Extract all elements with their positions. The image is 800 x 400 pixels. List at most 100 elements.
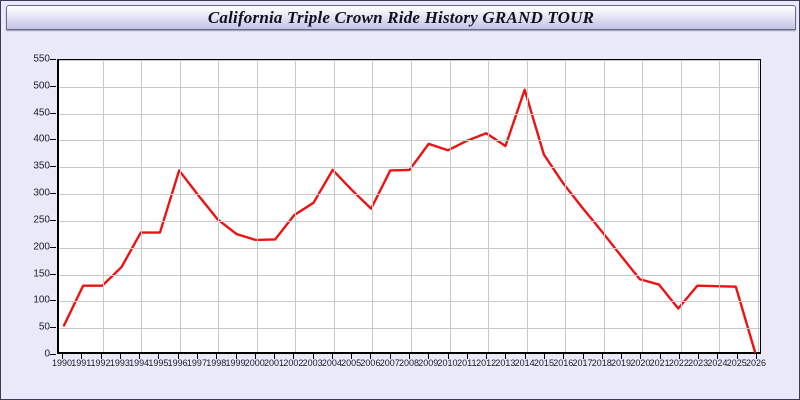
gridline-vertical [449, 60, 451, 352]
y-axis-tick-label: 500 [33, 80, 50, 92]
y-axis-tick-mark [50, 193, 56, 195]
x-axis-tick-mark [274, 354, 276, 359]
x-axis-tick-label: 2011 [457, 358, 477, 368]
x-axis-tick-label: 2015 [533, 358, 554, 368]
x-axis-tick-label: 1993 [109, 358, 130, 368]
x-axis-tick-label: 2019 [611, 358, 632, 368]
line-series [62, 88, 757, 354]
y-axis-tick-label: 0 [44, 348, 50, 360]
gridline-vertical [565, 60, 567, 352]
x-axis-tick-mark [428, 354, 430, 359]
y-axis-tick-label: 300 [33, 187, 50, 199]
x-axis-tick-mark [543, 354, 545, 359]
gridline-horizontal [59, 247, 760, 249]
x-axis-tick-mark [736, 354, 738, 359]
plot-area [57, 59, 761, 354]
y-axis-tick-label: 100 [33, 294, 50, 306]
y-axis-tick-label: 550 [33, 53, 50, 65]
x-axis-tick-label: 1995 [148, 358, 169, 368]
x-axis-tick-label: 1999 [225, 358, 246, 368]
x-axis-tick-label: 1994 [129, 358, 150, 368]
gridline-vertical [333, 60, 335, 352]
x-axis-tick-mark [119, 354, 121, 359]
x-axis-tick-mark [717, 354, 719, 359]
gridline-vertical [372, 60, 374, 352]
gridline-horizontal [59, 328, 760, 330]
y-axis-tick-mark [50, 59, 56, 60]
gridline-horizontal [59, 60, 760, 61]
gridline-vertical [680, 60, 682, 352]
x-axis-tick-mark [81, 354, 83, 359]
x-axis-tick-mark [756, 354, 757, 359]
x-axis-tick-mark [563, 354, 565, 359]
x-axis-tick-label: 1991 [71, 358, 92, 368]
x-axis-tick-label: 1990 [51, 358, 73, 368]
x-axis-tick-label: 2020 [630, 358, 651, 368]
x-axis-tick-mark [466, 354, 468, 359]
x-axis-tick-label: 2000 [244, 358, 265, 368]
x-axis-tick-mark [678, 354, 680, 359]
x-axis-tick-label: 2004 [321, 358, 342, 368]
y-axis-tick-marks [6, 59, 57, 355]
x-axis-tick-label: 2001 [264, 358, 285, 368]
chart-canvas: Riders 0 50 100 150 200 250 300 350 400 450 500 550… [6, 33, 796, 396]
gridline-horizontal [59, 220, 760, 222]
window-title-bar: California Triple Crown Ride History GRA… [6, 5, 796, 30]
gridline-vertical [102, 60, 104, 352]
x-axis-tick-mark [312, 354, 314, 359]
gridline-vertical [603, 60, 605, 352]
x-axis-tick-mark [447, 354, 449, 359]
x-axis-tick-mark [216, 354, 218, 359]
x-axis-tick-mark [524, 354, 526, 359]
x-axis-tick-mark [582, 354, 584, 359]
x-axis-tick-mark [254, 354, 256, 359]
y-axis-tick-mark [50, 354, 56, 355]
gridline-vertical [411, 60, 412, 352]
x-axis-tick-label: 2007 [379, 358, 400, 368]
x-axis-tick-label: 2026 [745, 358, 767, 368]
x-axis-tick-mark [351, 354, 353, 359]
y-axis-tick-mark [50, 246, 56, 248]
gridline-vertical [179, 60, 181, 352]
y-axis-tick-label: 400 [33, 133, 50, 145]
x-axis-tick-mark [196, 354, 198, 359]
x-axis-tick-mark [177, 354, 179, 359]
x-axis-tick-label: 2013 [495, 358, 516, 368]
y-axis-tick-label: 50 [38, 321, 50, 333]
x-axis-tick-label: 2023 [688, 358, 709, 368]
gridline-horizontal [59, 194, 760, 196]
y-axis-tick-mark [50, 273, 56, 275]
y-axis-tick-labels: 0 50 100 150 200 250 300 350 400 450 500 550 [6, 54, 50, 360]
x-axis-tick-label: 2002 [283, 358, 304, 368]
y-axis-tick-label: 250 [33, 214, 50, 226]
y-axis-tick-label: 200 [33, 241, 50, 253]
x-axis-tick-mark [409, 354, 410, 359]
x-axis-tick-mark [505, 354, 507, 359]
x-axis-tick-label: 2018 [591, 358, 612, 368]
gridline-horizontal [59, 301, 760, 303]
gridline-vertical [295, 60, 297, 352]
x-axis-tick-label: 2003 [302, 358, 323, 368]
y-axis-tick-mark [50, 300, 56, 302]
gridline-vertical [758, 60, 759, 352]
x-axis-tick-label: 2021 [649, 358, 670, 368]
x-axis-tick-label: 1992 [90, 358, 111, 368]
x-axis-tick-label: 1998 [206, 358, 227, 368]
y-axis-tick-mark [50, 219, 56, 221]
x-axis-tick-label: 1996 [167, 358, 188, 368]
gridline-vertical [719, 60, 721, 352]
gridline-vertical [218, 60, 220, 352]
x-axis-tick-mark [601, 354, 603, 359]
x-axis-tick-label: 2012 [476, 358, 497, 368]
x-axis-tick-mark [370, 354, 372, 359]
x-axis-tick-label: 2010 [437, 358, 458, 368]
x-axis-tick-mark [100, 354, 102, 359]
gridline-horizontal [59, 113, 760, 115]
x-axis-tick-label: 2022 [668, 358, 689, 368]
x-axis-tick-labels: 1990 1991 1992 1993 1994 1995 1996 1997 1998 1999… [52, 358, 766, 374]
page-title: California Triple Crown Ride History GRA… [207, 7, 595, 27]
gridline-vertical [488, 60, 490, 352]
x-axis-tick-label: 2017 [572, 358, 593, 368]
x-axis-tick-label: 2025 [726, 358, 747, 368]
